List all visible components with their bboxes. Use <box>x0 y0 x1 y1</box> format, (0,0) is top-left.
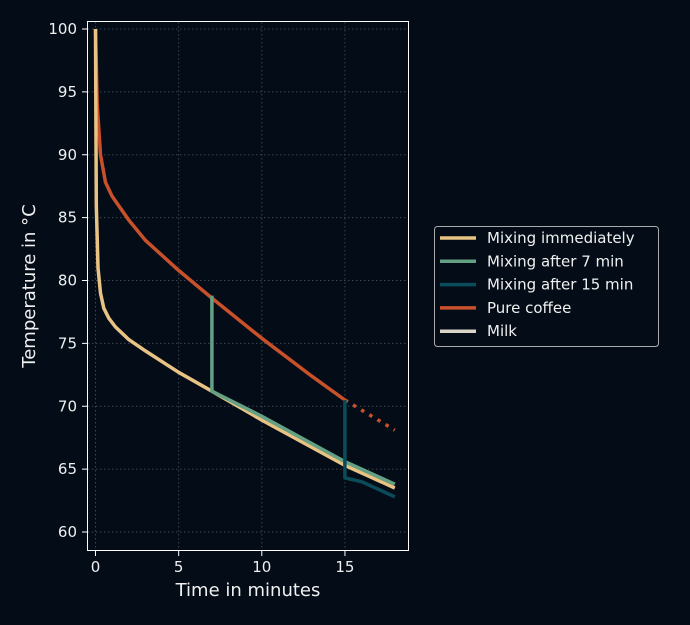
series-line <box>210 295 396 486</box>
legend-label: Mixing immediately <box>487 229 635 247</box>
y-tick-label: 75 <box>58 334 77 352</box>
y-axis-label: Temperature in °C <box>19 204 40 368</box>
y-tick-label: 90 <box>58 146 77 164</box>
legend-label: Mixing after 7 min <box>487 252 624 270</box>
y-tick-label: 65 <box>58 460 77 478</box>
series-line <box>93 28 396 490</box>
y-tick-label: 60 <box>58 523 77 541</box>
series-line <box>343 400 396 499</box>
x-tick-label: 0 <box>91 558 101 576</box>
y-tick-label: 80 <box>58 272 77 290</box>
axis-ticks: 0 5 10 15 60 65 70 75 80 85 90 95 100 <box>48 20 354 576</box>
legend-label: Mixing after 15 min <box>487 276 633 294</box>
legend: Mixing immediately Mixing after 7 min Mixi… <box>434 226 659 347</box>
x-tick-label: 15 <box>335 558 354 576</box>
x-tick-label: 5 <box>174 558 184 576</box>
y-tick-label: 85 <box>58 209 77 227</box>
legend-label: Milk <box>487 322 517 340</box>
series-extension-dotted <box>343 398 396 432</box>
plot-series <box>93 28 396 499</box>
y-tick-label: 100 <box>48 20 77 38</box>
x-axis-label: Time in minutes <box>175 580 321 601</box>
y-tick-label: 70 <box>58 397 77 415</box>
series-line <box>93 28 346 402</box>
grid-lines <box>88 22 408 550</box>
legend-label: Pure coffee <box>487 299 571 317</box>
plot-frame <box>87 21 409 551</box>
y-tick-label: 95 <box>58 83 77 101</box>
x-tick-label: 10 <box>252 558 271 576</box>
